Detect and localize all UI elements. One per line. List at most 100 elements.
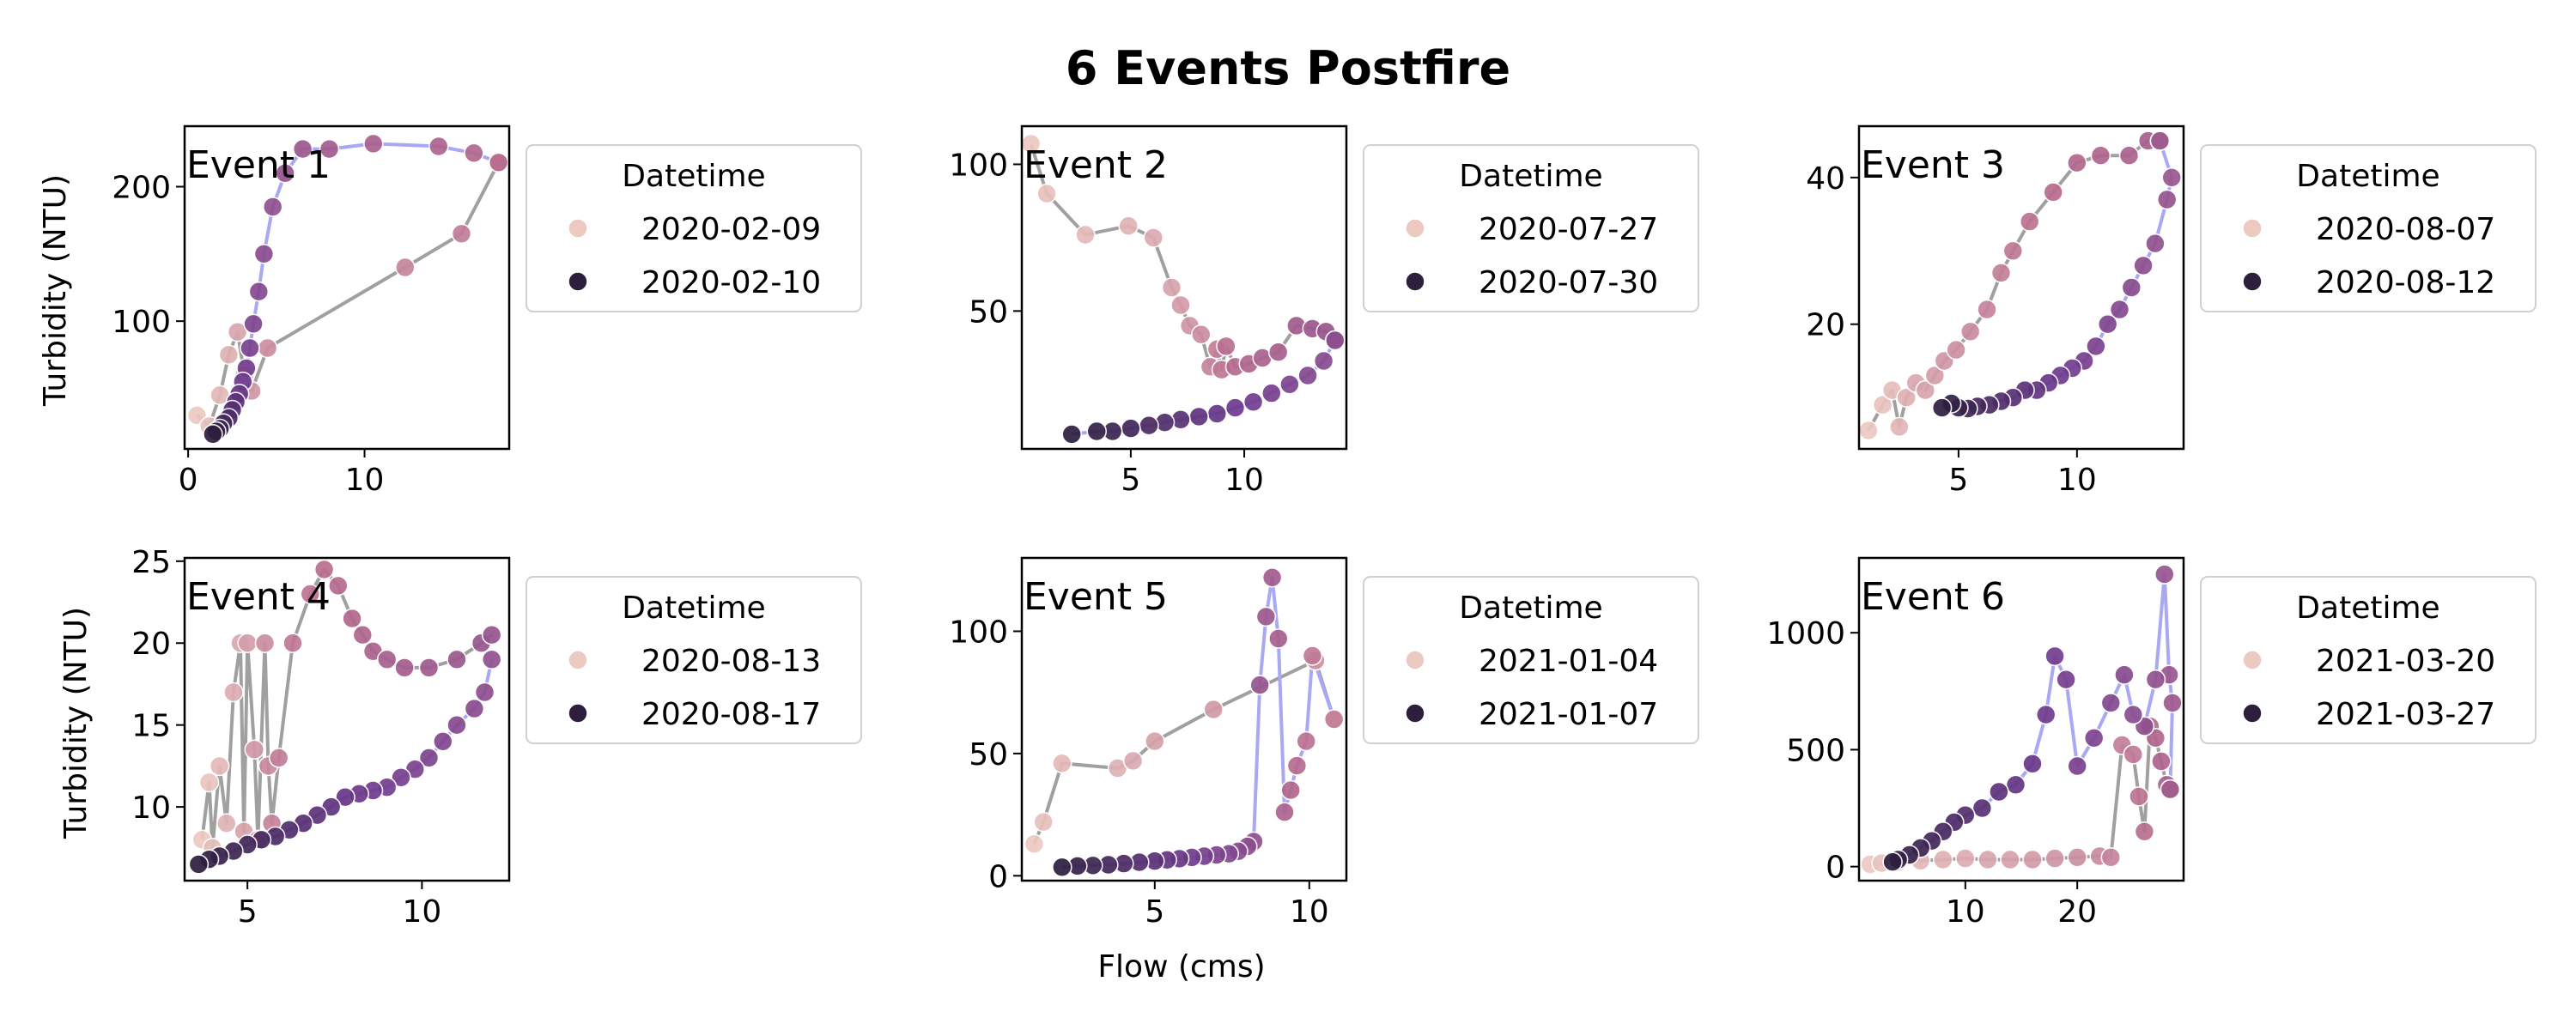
data-point — [1145, 730, 1165, 752]
data-point — [2067, 755, 2087, 777]
data-point — [1924, 365, 1946, 386]
y-tick-label: 15 — [131, 709, 171, 744]
y-tick-label: 40 — [1806, 161, 1845, 197]
x-tick-label: 5 — [1121, 463, 1140, 498]
data-point — [1978, 849, 1998, 870]
legend-title: Datetime — [622, 591, 765, 626]
data-point — [2005, 774, 2026, 796]
data-point — [2067, 152, 2087, 173]
data-point — [243, 313, 264, 335]
data-point — [240, 337, 260, 359]
data-point — [1255, 606, 1277, 627]
data-point — [1946, 339, 1966, 360]
data-point — [2067, 846, 2087, 868]
data-point — [2056, 669, 2076, 690]
data-point — [1118, 215, 1139, 237]
data-point — [1022, 133, 1042, 154]
subplot-event-6: 10 20 0 500 1000 Event 6 Datetime 2021-03-20 202… — [1766, 556, 2537, 930]
data-point — [2090, 145, 2111, 166]
data-point — [2160, 779, 2181, 800]
data-point — [2044, 645, 2065, 667]
data-point — [253, 243, 275, 264]
data-point — [2156, 189, 2178, 210]
x-tick-label: 10 — [402, 894, 441, 930]
data-point — [1170, 294, 1191, 316]
legend-marker — [2242, 650, 2263, 670]
data-point — [1216, 336, 1236, 357]
data-point — [1859, 420, 1879, 441]
data-point — [2000, 849, 2020, 870]
data-point — [223, 682, 244, 703]
data-point — [2043, 182, 2063, 203]
y-axis-label-row-1: Turbidity (NTU) — [38, 174, 73, 407]
data-point — [464, 142, 484, 164]
legend-box — [1363, 576, 1699, 744]
legend-marker — [1405, 650, 1425, 670]
data-point — [1052, 857, 1072, 878]
data-point — [2114, 664, 2135, 686]
legend-marker — [568, 650, 588, 670]
legend-marker — [1405, 271, 1425, 292]
data-point — [275, 163, 295, 184]
legend-marker — [1405, 218, 1425, 239]
y-tick-label: 100 — [949, 148, 1008, 183]
data-point — [292, 138, 313, 160]
plot-area — [186, 133, 509, 445]
data-point — [481, 649, 502, 670]
data-point — [2035, 704, 2057, 725]
x-tick-label: 0 — [179, 463, 198, 498]
data-point — [203, 423, 223, 445]
data-point — [2162, 693, 2183, 713]
falling-limb-line — [1061, 575, 1336, 869]
subplot-title: Event 5 — [1024, 575, 1168, 619]
data-point — [1274, 802, 1295, 823]
data-point — [1122, 750, 1144, 772]
x-tick-label: 5 — [238, 894, 258, 930]
y-tick-label: 100 — [949, 615, 1008, 650]
legend: Datetime 2021-03-20 2021-03-27 — [2200, 576, 2537, 744]
data-point — [1143, 227, 1164, 248]
data-point — [1075, 224, 1096, 245]
legend-entry: 2020-08-17 — [641, 697, 821, 732]
data-point — [218, 344, 240, 366]
legend-title: Datetime — [2296, 591, 2439, 626]
x-tick-label: 10 — [2057, 463, 2097, 498]
data-point — [2129, 786, 2149, 807]
subplot-event-3: 5 10 20 40 Event 3 Datetime 2020-08-07 2020-08-… — [1806, 124, 2537, 498]
x-tick-label: 10 — [1224, 463, 1264, 498]
data-point — [283, 633, 303, 654]
data-point — [1313, 350, 1334, 372]
data-point — [2151, 751, 2172, 772]
data-point — [1268, 628, 1289, 649]
data-point — [335, 786, 355, 808]
y-axis-label-row-2: Turbidity (NTU) — [58, 607, 94, 839]
data-point — [428, 136, 449, 157]
data-point — [2100, 693, 2122, 713]
y-tick-label: 200 — [112, 171, 171, 206]
data-point — [2161, 167, 2182, 188]
x-tick-label: 5 — [1145, 894, 1164, 930]
data-point — [451, 223, 472, 245]
data-point — [227, 321, 248, 342]
data-point — [2083, 727, 2105, 748]
data-point — [2086, 336, 2106, 357]
data-point — [1323, 709, 1345, 730]
data-point — [300, 584, 321, 604]
data-point — [394, 657, 415, 678]
legend: Datetime 2020-08-07 2020-08-12 — [2200, 144, 2537, 312]
legend-entry: 2020-07-30 — [1479, 265, 1658, 300]
data-point — [198, 772, 220, 793]
plot-area — [188, 559, 502, 875]
data-point — [2149, 130, 2171, 151]
x-tick-label: 5 — [1948, 463, 1968, 498]
data-point — [1280, 779, 1301, 801]
data-point — [1139, 415, 1159, 436]
legend-entry: 2021-01-07 — [1479, 697, 1658, 732]
legend: Datetime 2020-07-27 2020-07-30 — [1363, 144, 1699, 312]
data-point — [1872, 394, 1893, 415]
data-point — [1024, 833, 1045, 855]
figure-title: 6 Events Postfire — [1066, 41, 1510, 95]
data-point — [209, 755, 230, 777]
data-point — [1931, 397, 1953, 418]
